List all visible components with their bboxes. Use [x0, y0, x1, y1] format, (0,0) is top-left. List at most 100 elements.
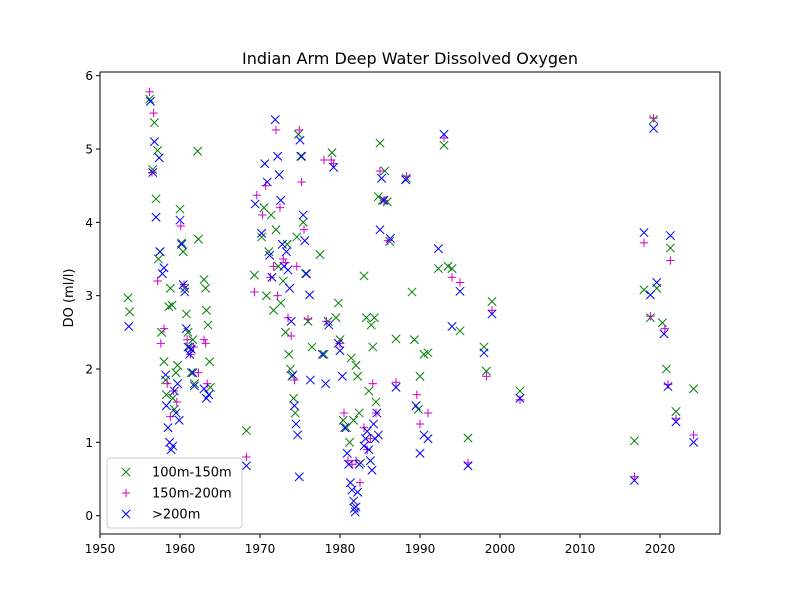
data-point — [329, 162, 339, 172]
data-point — [375, 138, 385, 148]
data-point — [333, 298, 343, 308]
data-point — [439, 140, 449, 150]
data-point — [283, 265, 293, 275]
data-point — [290, 375, 299, 385]
data-point — [689, 437, 699, 447]
data-point — [153, 254, 163, 264]
data-point — [645, 290, 655, 300]
series-2 — [124, 96, 699, 517]
data-point — [366, 434, 375, 443]
data-point — [161, 390, 171, 400]
data-point — [455, 278, 465, 287]
data-point — [151, 212, 161, 222]
data-point — [335, 346, 345, 356]
data-point — [201, 283, 211, 293]
data-point — [481, 366, 491, 376]
data-point — [463, 433, 473, 443]
x-tick-label: 2010 — [565, 542, 596, 556]
data-point — [342, 448, 352, 458]
x-tick-label: 1970 — [245, 542, 276, 556]
data-point — [181, 324, 191, 334]
data-point — [270, 115, 280, 125]
data-point — [649, 123, 659, 134]
data-point — [423, 408, 433, 418]
data-point — [273, 151, 283, 161]
data-point — [204, 390, 214, 400]
data-point — [666, 256, 675, 265]
data-point — [185, 349, 195, 359]
data-point — [322, 317, 331, 326]
data-point — [373, 430, 383, 440]
data-point — [153, 276, 162, 286]
data-point — [661, 364, 671, 374]
data-point — [298, 217, 308, 227]
data-point — [258, 210, 267, 220]
data-point — [186, 368, 196, 378]
data-point — [663, 382, 673, 392]
data-point — [369, 419, 379, 429]
data-point — [407, 287, 417, 297]
data-point — [349, 415, 359, 425]
data-point — [171, 368, 181, 378]
data-point — [286, 316, 296, 326]
data-point — [188, 335, 198, 345]
data-point — [391, 382, 401, 392]
data-point — [147, 168, 157, 177]
data-point — [355, 478, 365, 487]
data-point — [385, 233, 395, 244]
data-point — [359, 271, 369, 281]
data-point — [262, 177, 272, 187]
data-point — [203, 379, 212, 388]
data-point — [282, 239, 292, 249]
data-point — [269, 305, 279, 315]
data-point — [193, 234, 203, 244]
data-point — [639, 285, 649, 295]
data-point — [189, 381, 199, 391]
chart-title: Indian Arm Deep Water Dissolved Oxygen — [242, 49, 578, 68]
data-point — [665, 243, 675, 253]
data-point — [285, 283, 295, 293]
data-point — [168, 393, 178, 403]
data-point — [455, 286, 465, 296]
data-point — [671, 417, 681, 427]
data-point — [149, 118, 159, 128]
data-point — [124, 321, 134, 332]
data-point — [295, 135, 305, 145]
data-point — [264, 247, 274, 257]
data-point — [629, 436, 639, 446]
data-point — [177, 238, 187, 248]
data-point — [375, 166, 385, 176]
data-point — [346, 353, 356, 363]
data-point — [159, 263, 169, 273]
data-point — [153, 145, 163, 156]
data-point — [295, 125, 304, 135]
data-point — [241, 426, 251, 436]
data-point — [145, 96, 155, 106]
data-point — [145, 87, 154, 96]
data-point — [639, 228, 649, 238]
data-point — [165, 283, 175, 293]
data-point — [345, 478, 355, 488]
data-point — [242, 452, 251, 462]
data-point — [353, 371, 363, 381]
data-point — [164, 302, 174, 312]
data-point — [337, 371, 347, 381]
data-point — [351, 360, 361, 370]
data-point — [415, 419, 425, 429]
data-point — [161, 401, 171, 411]
y-tick-label: 2 — [85, 363, 93, 377]
data-point — [344, 459, 354, 469]
data-point — [365, 456, 375, 466]
data-point — [186, 350, 195, 359]
data-point — [369, 313, 379, 323]
data-point — [307, 342, 317, 352]
data-point — [339, 408, 349, 418]
data-point — [423, 348, 433, 358]
data-point — [199, 274, 209, 285]
data-point — [354, 408, 364, 418]
data-point — [646, 312, 655, 321]
data-point — [199, 335, 209, 344]
data-point — [319, 349, 329, 359]
data-point — [354, 459, 364, 469]
data-point — [487, 309, 497, 319]
